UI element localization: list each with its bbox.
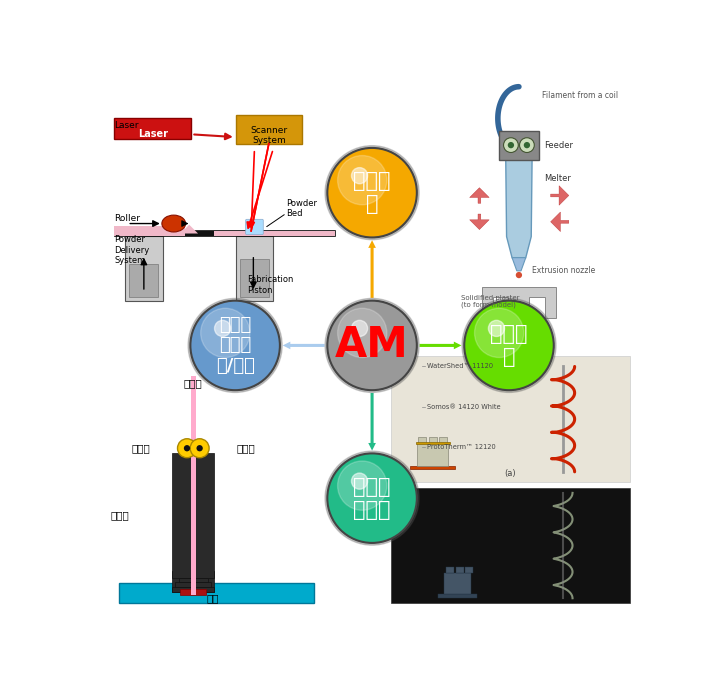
Circle shape xyxy=(197,445,203,451)
Circle shape xyxy=(325,298,419,393)
Bar xyxy=(176,582,211,587)
Bar xyxy=(129,264,158,297)
Bar xyxy=(417,443,449,466)
Text: 主动辊: 主动辊 xyxy=(237,443,256,453)
Circle shape xyxy=(351,320,367,337)
Bar xyxy=(444,573,471,594)
Circle shape xyxy=(190,438,209,458)
Circle shape xyxy=(338,461,387,510)
Circle shape xyxy=(327,453,417,543)
Circle shape xyxy=(325,451,419,545)
Bar xyxy=(114,118,192,139)
Bar xyxy=(429,436,437,443)
Circle shape xyxy=(507,142,514,148)
Circle shape xyxy=(504,137,518,153)
Circle shape xyxy=(462,298,556,393)
Bar xyxy=(180,590,206,594)
Bar xyxy=(499,131,539,159)
Bar xyxy=(446,566,454,573)
Text: 立体光
刻: 立体光 刻 xyxy=(490,324,528,367)
Bar xyxy=(179,577,208,582)
Text: Laser: Laser xyxy=(114,120,139,129)
Bar xyxy=(236,115,302,144)
Circle shape xyxy=(475,308,523,358)
Bar xyxy=(114,226,185,236)
Bar xyxy=(456,566,463,573)
Circle shape xyxy=(188,298,282,393)
Bar xyxy=(191,376,196,594)
Text: 选择性
激光烧
结/熔融: 选择性 激光烧 结/熔融 xyxy=(216,315,255,376)
Circle shape xyxy=(351,473,367,489)
Bar xyxy=(438,594,478,598)
Bar xyxy=(465,566,473,573)
FancyBboxPatch shape xyxy=(245,220,264,235)
Bar xyxy=(172,453,214,577)
Text: 熔丝制
造: 熔丝制 造 xyxy=(354,171,391,214)
Bar xyxy=(410,466,455,469)
Text: Laser: Laser xyxy=(138,129,168,140)
Bar xyxy=(172,587,214,592)
Text: (a): (a) xyxy=(505,469,516,478)
Polygon shape xyxy=(482,287,556,318)
Text: Somos® 14120 White: Somos® 14120 White xyxy=(428,404,501,410)
Text: Solidified plaster
(to form model): Solidified plaster (to form model) xyxy=(461,295,520,308)
Circle shape xyxy=(351,168,367,184)
Text: WaterShed™ 11120: WaterShed™ 11120 xyxy=(428,363,494,369)
Text: Extrusion nozzle: Extrusion nozzle xyxy=(532,266,595,276)
Bar xyxy=(439,436,447,443)
Circle shape xyxy=(184,445,190,451)
Bar xyxy=(125,236,163,301)
Text: 熔融沉
积建模: 熔融沉 积建模 xyxy=(354,477,391,520)
Text: 从动辊: 从动辊 xyxy=(131,443,150,453)
Text: Fabrication
Piston: Fabrication Piston xyxy=(247,275,293,295)
Text: AM: AM xyxy=(335,324,409,367)
Polygon shape xyxy=(180,225,198,233)
Text: Scanner
System: Scanner System xyxy=(250,126,287,145)
Circle shape xyxy=(325,146,419,239)
Circle shape xyxy=(489,320,505,337)
Bar xyxy=(240,259,269,297)
Text: 喷头: 喷头 xyxy=(206,593,219,603)
Circle shape xyxy=(523,142,530,148)
Circle shape xyxy=(520,137,534,153)
Bar xyxy=(391,356,630,482)
Circle shape xyxy=(338,155,387,205)
Circle shape xyxy=(515,272,522,278)
Text: ProtoTherm™ 12120: ProtoTherm™ 12120 xyxy=(428,444,496,450)
Text: Roller: Roller xyxy=(114,214,140,224)
Bar xyxy=(418,436,426,443)
Bar xyxy=(213,231,335,236)
Circle shape xyxy=(327,148,417,237)
Bar xyxy=(119,583,314,603)
Text: Filament from a coil: Filament from a coil xyxy=(542,90,619,100)
Text: Feeder: Feeder xyxy=(544,141,574,150)
Polygon shape xyxy=(506,159,532,258)
Ellipse shape xyxy=(162,215,186,232)
Bar xyxy=(172,571,214,592)
Polygon shape xyxy=(512,258,526,271)
Text: Powder
Bed: Powder Bed xyxy=(287,199,317,218)
Circle shape xyxy=(190,301,280,390)
Circle shape xyxy=(327,301,417,390)
Circle shape xyxy=(464,301,554,390)
Text: Powder
Delivery
System: Powder Delivery System xyxy=(114,235,150,265)
Bar xyxy=(236,236,273,301)
Bar xyxy=(391,488,630,603)
Bar xyxy=(415,442,449,444)
Bar xyxy=(114,230,335,236)
Circle shape xyxy=(338,308,387,358)
Text: 材料丝: 材料丝 xyxy=(184,378,203,389)
Circle shape xyxy=(178,438,197,458)
Text: Melter: Melter xyxy=(544,174,571,183)
Circle shape xyxy=(200,308,250,358)
Circle shape xyxy=(215,320,231,337)
Text: 导向套: 导向套 xyxy=(110,510,129,521)
